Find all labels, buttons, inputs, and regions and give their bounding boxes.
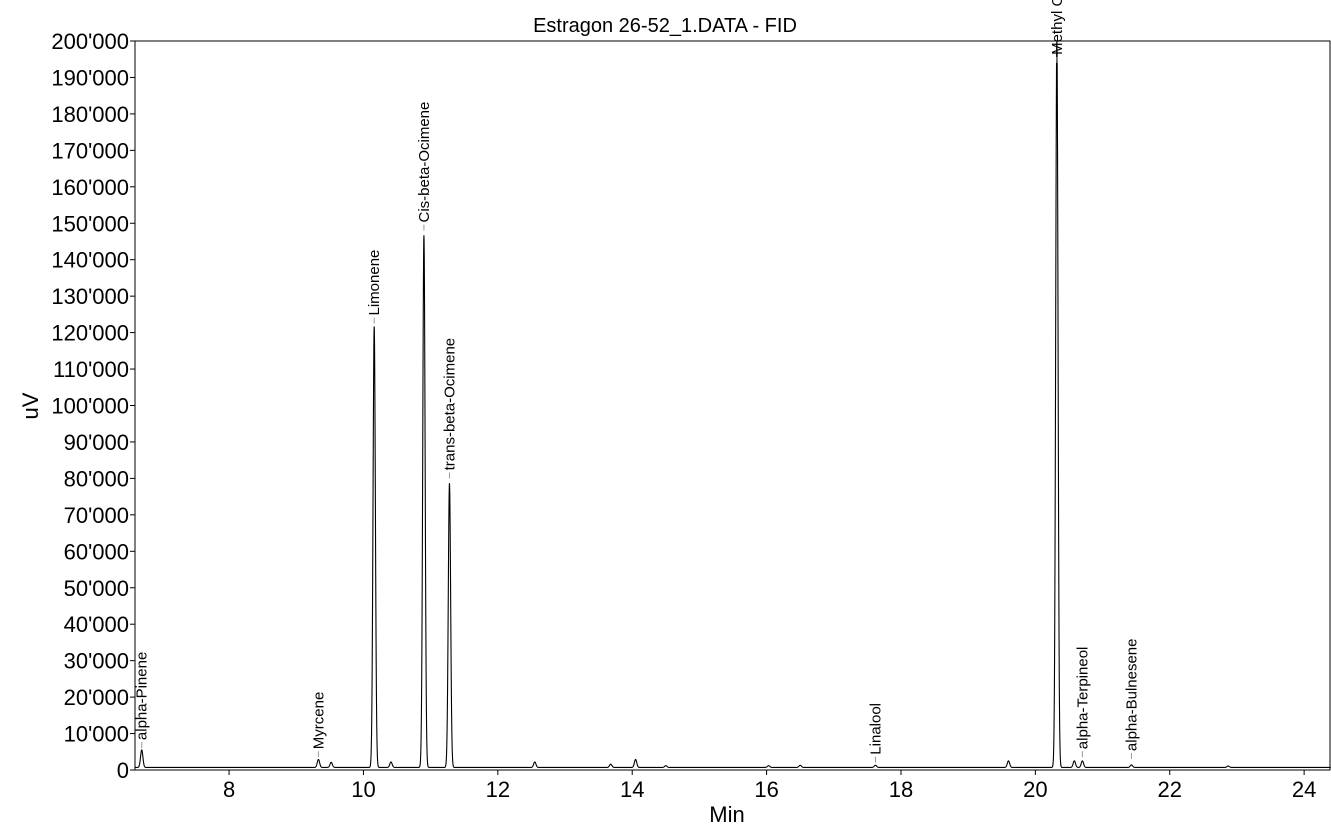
y-tick-label: 30'000 [64, 649, 129, 674]
peak-annotations: alpha-Pinene Myrcene Limonene Cis-beta-Ocim… [134, 0, 1140, 763]
peak-label: trans-beta-Ocimene [442, 338, 459, 471]
y-tick-label: 170'000 [51, 138, 129, 163]
peak-label: Limonene [366, 250, 383, 316]
x-tick-label: 10 [351, 777, 375, 802]
y-tick-label: 100'000 [51, 394, 129, 419]
chart-title: Estragon 26-52_1.DATA - FID [533, 15, 797, 37]
y-axis: 0 10'000 20'000 30'000 40'000 50'000 60'000 70'… [51, 29, 135, 783]
y-tick-label: 0 [117, 758, 129, 783]
x-tick-label: 16 [754, 777, 778, 802]
chromatogram-trace-layer [135, 40, 1331, 768]
y-axis-title: uV [18, 392, 43, 419]
x-tick-label: 8 [223, 777, 235, 802]
peak-label: Linalool [867, 703, 884, 755]
peak-label: Myrcene [310, 692, 327, 750]
y-tick-label: 80'000 [64, 466, 129, 491]
peak-label: alpha-Pinene [134, 652, 151, 740]
peak-label: Methyl Chavicol [1049, 0, 1066, 55]
y-tick-label: 50'000 [64, 576, 129, 601]
x-tick-label: 14 [620, 777, 644, 802]
x-tick-label: 24 [1292, 777, 1316, 802]
y-tick-label: 70'000 [64, 503, 129, 528]
x-axis: 8 10 12 14 16 18 20 22 24 [223, 770, 1316, 802]
peak-label: alpha-Bulnesene [1123, 639, 1140, 752]
peak-label: alpha-Terpineol [1074, 647, 1091, 750]
y-tick-label: 160'000 [51, 175, 129, 200]
y-tick-label: 120'000 [51, 321, 129, 346]
y-tick-label: 20'000 [64, 685, 129, 710]
y-tick-label: 110'000 [53, 357, 129, 382]
plot-frame [134, 40, 1331, 771]
chromatogram-trace [135, 40, 1331, 768]
y-tick-label: 200'000 [51, 29, 129, 54]
y-tick-label: 40'000 [64, 612, 129, 637]
x-tick-label: 22 [1157, 777, 1181, 802]
y-tick-label: 60'000 [64, 539, 129, 564]
y-tick-label: 180'000 [51, 102, 129, 127]
peak-label: Cis-beta-Ocimene [416, 102, 433, 223]
x-tick-label: 12 [486, 777, 510, 802]
y-tick-label: 140'000 [51, 248, 129, 273]
x-axis-title: Min [709, 802, 744, 827]
y-tick-label: 10'000 [64, 722, 129, 747]
y-tick-label: 150'000 [51, 211, 129, 236]
y-tick-label: 190'000 [51, 65, 129, 90]
y-tick-label: 130'000 [51, 284, 129, 309]
y-tick-label: 90'000 [64, 430, 129, 455]
x-tick-label: 18 [889, 777, 913, 802]
x-tick-label: 20 [1023, 777, 1047, 802]
